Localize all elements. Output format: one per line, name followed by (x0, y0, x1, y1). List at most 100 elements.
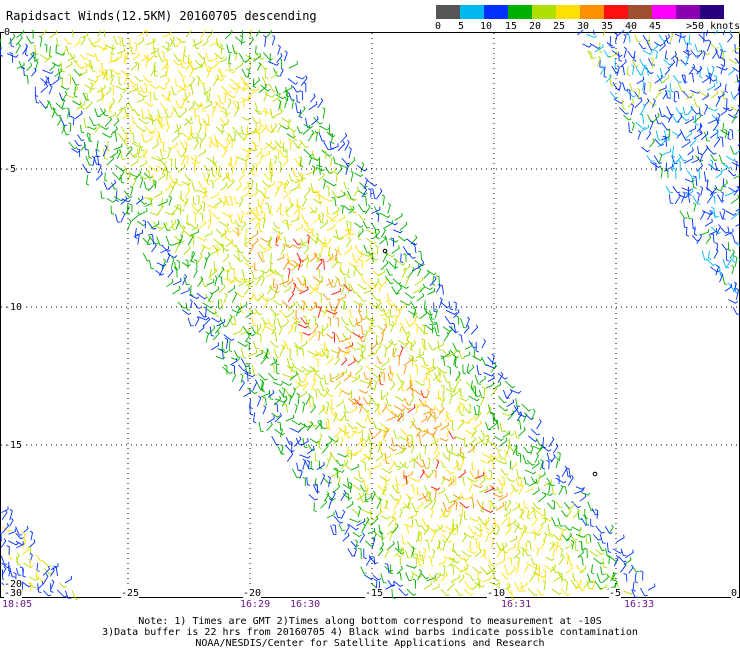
wind-barb (630, 103, 635, 116)
wind-barb (360, 454, 368, 463)
wind-barb (431, 436, 436, 445)
wind-barb (368, 394, 372, 407)
wind-barb (247, 181, 253, 190)
wind-barb (384, 499, 389, 509)
wind-barb (469, 540, 473, 551)
lat-label-15s: -15 (4, 440, 23, 451)
wind-barb (434, 341, 444, 350)
wind-barb (214, 323, 222, 334)
wind-barb (271, 325, 277, 336)
wind-barb (193, 139, 200, 151)
wind-barb (410, 444, 415, 454)
wind-barb (456, 460, 462, 471)
wind-barb (441, 475, 446, 485)
wind-barb (363, 177, 368, 189)
wind-barb (116, 149, 122, 159)
wind-barb (652, 112, 660, 123)
wind-barb (34, 94, 40, 104)
wind-barb (641, 80, 645, 91)
wind-barb (405, 275, 410, 287)
wind-barb (357, 228, 364, 238)
wind-barb (477, 515, 487, 525)
wind-barb (316, 194, 321, 206)
wind-barb (135, 61, 140, 71)
wind-barb (696, 191, 700, 203)
wind-barb (273, 68, 281, 77)
wind-barb (267, 318, 274, 326)
wind-barb (301, 365, 312, 373)
wind-barb (696, 65, 703, 75)
wind-barb (647, 58, 656, 66)
wind-barb (1, 566, 7, 576)
wind-barb (293, 205, 300, 215)
wind-barb (536, 418, 542, 430)
wind-barb (299, 469, 303, 479)
wind-barb (372, 206, 381, 214)
wind-barb (565, 467, 571, 479)
wind-barb (287, 267, 291, 278)
wind-barb (507, 543, 516, 552)
wind-barb (196, 236, 207, 242)
wind-barb (238, 301, 248, 311)
wind-barb (32, 51, 36, 63)
wind-barb (263, 107, 267, 117)
colorbar-swatch-30 (580, 5, 604, 19)
wind-barb (361, 276, 368, 284)
wind-barb (325, 418, 330, 430)
wind-barb (52, 76, 60, 85)
wind-barb (426, 526, 437, 532)
wind-barb (351, 252, 359, 263)
wind-barb (382, 323, 387, 335)
wind-barb (498, 404, 509, 412)
wind-barb (547, 524, 553, 535)
wind-barb (367, 188, 372, 198)
wind-barb (386, 413, 397, 422)
wind-barb (634, 97, 643, 109)
wind-barb (227, 157, 233, 167)
wind-barb (284, 148, 288, 159)
wind-barb (387, 372, 393, 381)
wind-barb (551, 499, 556, 510)
wind-barb (716, 66, 728, 71)
wind-barb (463, 438, 469, 448)
wind-barb (653, 41, 664, 47)
wind-barb (348, 341, 356, 349)
wind-barb (505, 526, 512, 535)
wind-barb (735, 223, 740, 227)
wind-barb (136, 233, 140, 245)
wind-barb (475, 341, 480, 353)
wind-barb (706, 146, 717, 155)
wind-barb (425, 366, 435, 375)
wind-barb (301, 196, 308, 208)
colorbar-swatch-35 (604, 5, 628, 19)
wind-barb (572, 508, 580, 519)
wind-barb (98, 108, 106, 117)
wind-barb (294, 176, 303, 184)
wind-barb (617, 30, 625, 37)
wind-barb (9, 569, 16, 578)
wind-barb (506, 519, 516, 527)
wind-barb (692, 175, 698, 187)
wind-barb (225, 68, 236, 74)
wind-barb (435, 572, 446, 577)
wind-barb (252, 166, 256, 176)
wind-barb (148, 126, 157, 135)
wind-barb (326, 511, 335, 519)
wind-barb (272, 313, 277, 326)
wind-barb (720, 108, 727, 116)
wind-barb (174, 205, 185, 212)
wind-barb (409, 394, 415, 405)
wind-barb (322, 306, 328, 318)
wind-barb (376, 188, 383, 199)
wind-barb (310, 301, 318, 311)
wind-barb (699, 186, 704, 196)
wind-barb (682, 35, 690, 45)
wind-barb (493, 445, 502, 452)
wind-barb (196, 102, 203, 110)
wind-barb (235, 101, 239, 111)
wind-barb (299, 347, 304, 357)
wind-barb (300, 156, 304, 168)
wind-barb (0, 538, 7, 548)
wind-barb (317, 97, 324, 109)
wind-barb (344, 524, 350, 535)
